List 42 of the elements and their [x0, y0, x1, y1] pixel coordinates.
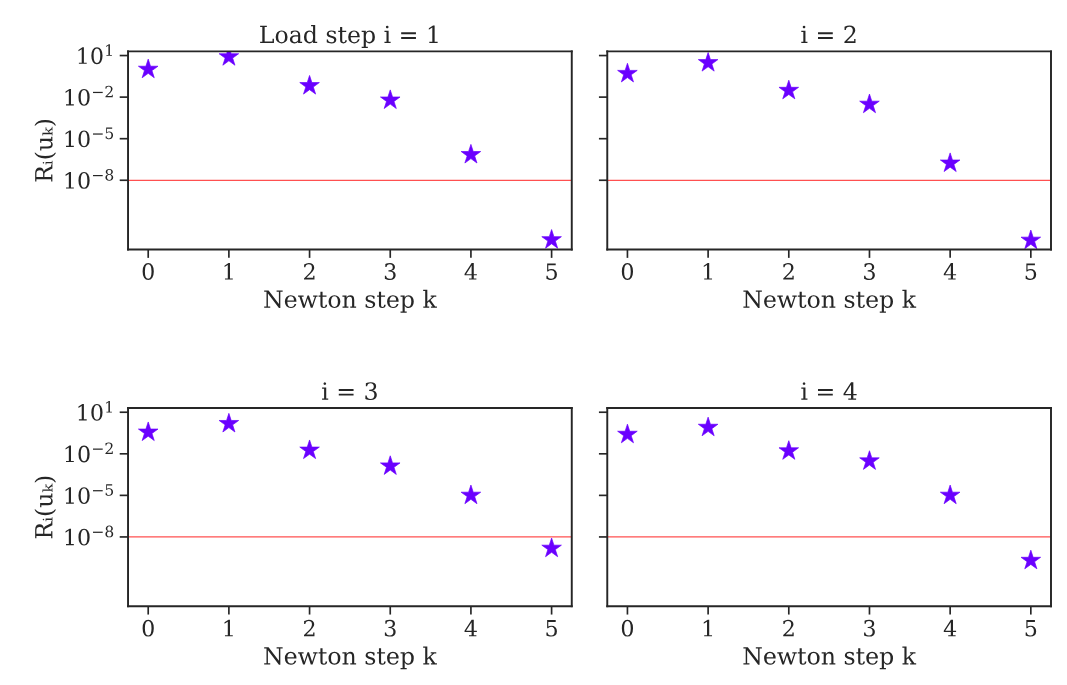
y-tick-label: 10$^{−2}$	[65, 85, 113, 106]
chart-title: i = 2	[801, 25, 856, 44]
y-tick-label: 10$^{−5}$	[65, 484, 114, 504]
x-tick-label: 1	[703, 619, 713, 637]
x-tick-label: 3	[384, 619, 396, 637]
x-tick-label: 3	[864, 263, 875, 280]
x-tick-label: 4	[464, 263, 477, 280]
x-tick-label: 4	[943, 263, 957, 280]
x-tick-label: 5	[546, 263, 557, 280]
chart-title: i = 4	[801, 382, 857, 400]
y-tick-label: 10$^{−2}$	[65, 442, 113, 463]
x-axis-title: Newton step k	[264, 289, 437, 313]
x-tick-label: 4	[943, 619, 957, 637]
x-tick-label: 0	[142, 263, 154, 280]
x-tick-label: 4	[464, 619, 477, 637]
y-tick-label: 10$^{−8}$	[65, 168, 114, 189]
x-tick-label: 2	[304, 263, 315, 280]
chart-title: i = 3	[322, 382, 377, 401]
y-axis-title: Rᵢ(uₖ)	[34, 476, 57, 539]
x-tick-label: 5	[546, 620, 557, 637]
x-tick-label: 0	[621, 263, 634, 280]
y-tick-label: 10$^{1}$	[78, 44, 112, 65]
x-tick-label: 0	[621, 619, 634, 637]
chart-title: Load step i = 1	[260, 25, 438, 48]
x-axis-title: Newton step k	[264, 646, 437, 670]
x-axis-title: Newton step k	[743, 646, 917, 670]
x-tick-label: 3	[384, 263, 396, 280]
y-axis-title: Rᵢ(uₖ)	[34, 119, 57, 182]
x-tick-label: 1	[703, 263, 713, 280]
y-tick-label: 10$^{1}$	[78, 400, 112, 421]
x-tick-label: 2	[304, 619, 315, 637]
x-tick-label: 3	[864, 619, 875, 637]
x-tick-label: 1	[224, 263, 233, 280]
x-tick-label: 5	[1025, 620, 1037, 637]
x-tick-label: 5	[1025, 263, 1037, 280]
y-tick-label: 10$^{−8}$	[65, 525, 114, 546]
x-tick-label: 0	[142, 619, 154, 637]
x-tick-label: 2	[783, 619, 794, 637]
x-tick-label: 2	[783, 263, 794, 280]
y-tick-label: 10$^{−5}$	[65, 127, 114, 148]
x-tick-label: 1	[224, 619, 233, 637]
x-axis-title: Newton step k	[743, 289, 917, 313]
